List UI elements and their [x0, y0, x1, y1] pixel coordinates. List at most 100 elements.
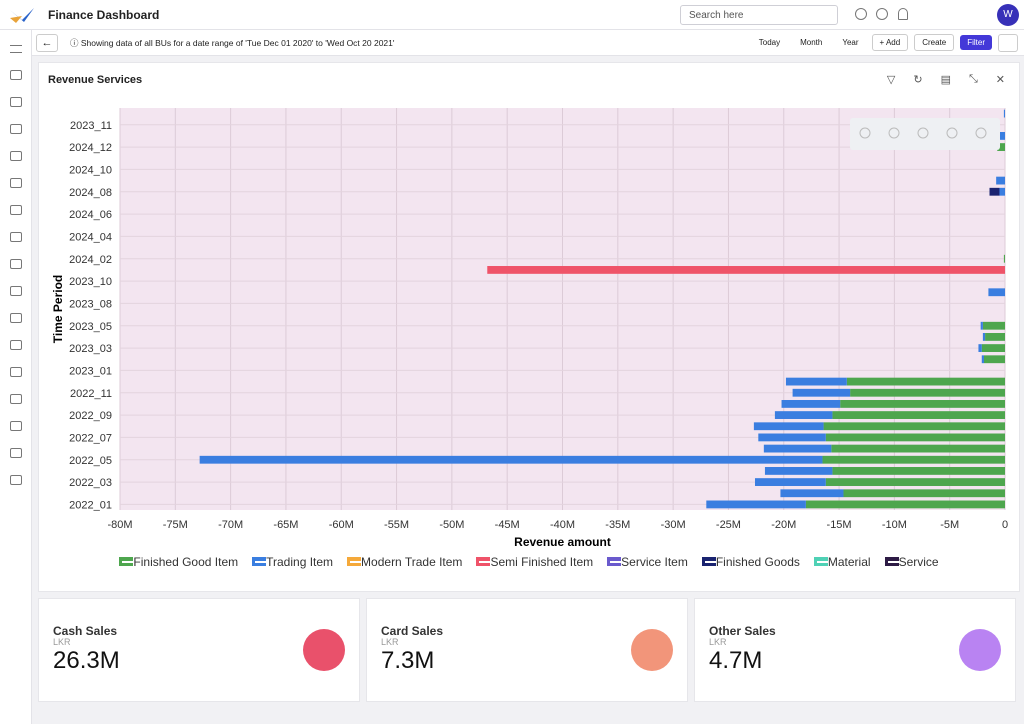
refresh-icon[interactable]: ↻ [913, 74, 923, 86]
bar [487, 266, 1005, 274]
bar [997, 143, 1005, 151]
bar [785, 377, 847, 386]
nav-icon[interactable] [10, 475, 22, 485]
nav-icon[interactable] [10, 124, 22, 134]
x-tick-label: -60M [329, 519, 354, 531]
app-title: Finance Dashboard [48, 8, 160, 22]
bar [753, 422, 824, 431]
legend-item: Modern Trade Item [347, 555, 462, 569]
kpi-card: Cash Sales LKR 26.3M [38, 598, 360, 702]
search-box[interactable]: Search here [680, 5, 838, 25]
button[interactable]: Year [842, 38, 859, 47]
toolbox-icon [859, 127, 871, 139]
settings-button[interactable] [998, 34, 1018, 52]
nav-icon[interactable] [10, 259, 22, 269]
bar [978, 344, 982, 352]
zoom-toolbox [850, 118, 1000, 150]
nav-icon[interactable] [10, 205, 22, 215]
legend-label: Finished Goods [715, 555, 800, 569]
bar [1003, 109, 1005, 118]
bar [985, 333, 1005, 341]
nav-icon[interactable] [10, 340, 22, 350]
button[interactable]: Today [758, 38, 781, 47]
kpi-title: Card Sales [381, 624, 444, 638]
y-tick-label: 2023_10 [69, 276, 112, 288]
kpi-currency: LKR [709, 637, 727, 647]
legend-item: Semi Finished Item [476, 555, 593, 569]
export-icon[interactable]: ▤ [940, 74, 951, 86]
legend-item: Material [813, 555, 871, 569]
panel-title: Revenue Services [48, 74, 143, 86]
kpi-currency: LKR [53, 637, 71, 647]
nav-icon[interactable] [10, 448, 22, 458]
legend-swatch [476, 557, 491, 566]
sidebar [0, 30, 32, 724]
toolbar: ← ⓘ Showing data of all BUs for a date r… [32, 30, 1024, 56]
legend-swatch [119, 557, 134, 566]
nav-icon[interactable] [10, 286, 22, 296]
bar [763, 444, 832, 453]
bar [764, 467, 833, 475]
info-text: ⓘ Showing data of all BUs for a date ran… [70, 38, 395, 48]
nav-icon[interactable] [10, 97, 22, 107]
back-button[interactable]: ← [36, 34, 58, 52]
nav-icon[interactable] [10, 367, 22, 377]
bar [758, 433, 826, 442]
menu-icon[interactable] [10, 45, 22, 53]
close-icon[interactable]: ✕ [995, 74, 1005, 86]
legend-item: Finished Goods [701, 555, 800, 569]
nav-icon[interactable] [10, 394, 22, 404]
x-tick-label: -15M [827, 519, 852, 531]
kpi-value: 7.3M [381, 647, 435, 674]
nav-icon[interactable] [10, 421, 22, 431]
kpi-icon [631, 629, 673, 671]
legend-item: Service [884, 555, 939, 569]
toolbox-icon [946, 127, 958, 139]
button[interactable]: Create [914, 34, 955, 51]
legend-item: Trading Item [252, 555, 333, 569]
avatar[interactable]: W [997, 4, 1019, 26]
kpi-value: 4.7M [709, 647, 763, 674]
nav-icon[interactable] [10, 313, 22, 323]
bar [792, 388, 851, 397]
y-tick-label: 2022_01 [69, 499, 112, 511]
bar [843, 489, 1005, 498]
y-tick-label: 2024_10 [69, 164, 112, 176]
button[interactable]: Month [800, 38, 823, 47]
y-tick-label: 2022_07 [69, 432, 112, 444]
nav-icon[interactable] [10, 178, 22, 188]
bar [825, 478, 1005, 486]
x-tick-label: -25M [716, 519, 741, 531]
bar [980, 321, 983, 330]
y-tick-label: 2022_09 [69, 410, 112, 422]
button[interactable]: + Add [871, 34, 909, 51]
kpi-currency: LKR [381, 637, 399, 647]
bar [997, 132, 1005, 140]
bar [832, 467, 1005, 475]
button[interactable]: Filter [960, 35, 992, 50]
toolbox-icon [975, 127, 987, 139]
icon[interactable] [855, 8, 867, 20]
y-tick-label: 2024_06 [69, 209, 112, 221]
filter-icon[interactable]: ▽ [886, 74, 896, 86]
bar [999, 187, 1005, 196]
y-tick-label: 2023_01 [69, 365, 112, 377]
legend-label: Finished Good Item [133, 555, 239, 569]
y-tick-label: 2024_02 [69, 254, 112, 266]
bar [840, 400, 1005, 408]
nav-icon[interactable] [10, 232, 22, 242]
x-tick-label: -80M [107, 519, 132, 531]
nav-icon[interactable] [10, 70, 22, 80]
legend-item: Finished Good Item [119, 555, 238, 569]
help-icon[interactable] [876, 8, 888, 20]
legend-item: Service Item [607, 555, 688, 569]
kpi-value: 26.3M [53, 647, 120, 674]
nav-icon[interactable] [10, 151, 22, 161]
toolbox-icon [888, 127, 900, 139]
legend-label: Semi Finished Item [490, 555, 594, 569]
bell-icon[interactable] [898, 8, 908, 20]
legend-label: Modern Trade Item [361, 555, 463, 569]
collapse-icon[interactable]: ⤡ [968, 73, 978, 85]
bar [822, 455, 1005, 464]
